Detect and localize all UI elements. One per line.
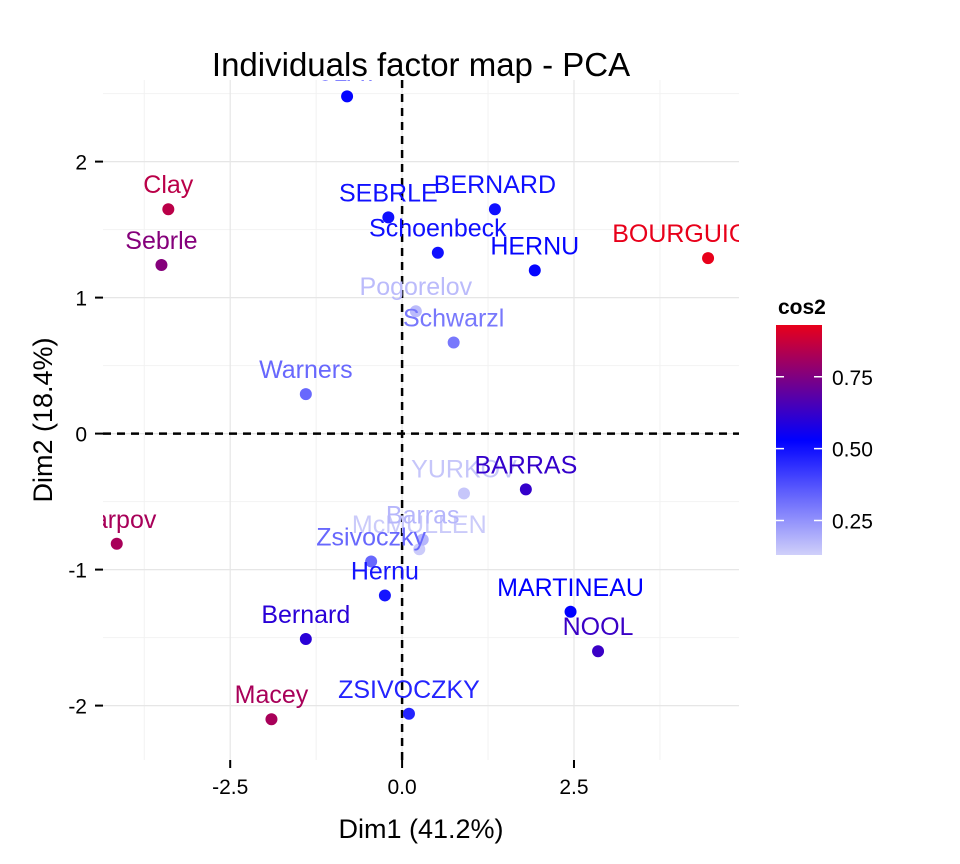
reference-lines <box>103 80 739 760</box>
y-tick-label: -2 <box>68 696 87 719</box>
points <box>110 90 715 726</box>
point-label: HERNU <box>490 232 579 260</box>
point-label: Sebrle <box>125 227 197 255</box>
data-point <box>110 537 123 550</box>
y-tick-label: 2 <box>75 152 87 175</box>
data-point <box>528 264 541 277</box>
data-point <box>299 388 312 401</box>
data-point <box>365 555 378 568</box>
y-tick-label: 0 <box>75 424 87 447</box>
data-point <box>702 252 715 265</box>
point-label: Schoenbeck <box>369 215 507 243</box>
data-point <box>416 533 429 546</box>
data-point <box>155 258 168 271</box>
point-labels: SEBRLE CLAY BERNARD YURKOV ZSIVOCZKY McMULLEN… <box>77 58 804 709</box>
data-point <box>402 707 415 720</box>
point-label: Bernard <box>261 601 350 629</box>
point-label: MARTINEAU <box>497 574 644 602</box>
x-tick-label: -2.5 <box>212 776 248 799</box>
data-point <box>378 589 391 602</box>
y-tick-label: -1 <box>68 560 87 583</box>
point-label: Macey <box>235 681 309 709</box>
y-tick-label: 1 <box>75 288 87 311</box>
data-point <box>413 543 426 556</box>
data-point <box>162 203 175 216</box>
x-tick-label: 0.0 <box>387 776 416 799</box>
x-tick-label: 2.5 <box>559 776 588 799</box>
point-label: Zsivoczky <box>316 523 426 551</box>
axes: -2.5 0.0 2.5 -2 -1 0 1 2 <box>68 152 588 799</box>
point-label: BERNARD <box>434 171 556 199</box>
color-legend: cos2 0.25 0.50 0.75 <box>776 296 873 555</box>
point-label: ZSIVOCZKY <box>338 676 480 704</box>
point-label: NOOL <box>563 613 634 641</box>
point-label: Pogorelov <box>360 273 473 301</box>
data-point <box>265 713 278 726</box>
legend-tick-label: 0.50 <box>832 439 873 462</box>
data-point <box>341 90 354 103</box>
point-label: McMULLEN <box>352 511 487 539</box>
data-point <box>447 336 460 349</box>
point-label: Clay <box>143 171 194 199</box>
legend-colorbar <box>776 325 822 555</box>
point-label: BARRAS <box>474 451 577 479</box>
data-point <box>299 632 312 645</box>
y-axis-title: Dim2 (18.4%) <box>28 337 58 502</box>
data-point <box>592 645 605 658</box>
point-label: Warners <box>259 356 353 384</box>
data-point <box>488 203 501 216</box>
data-point <box>519 483 532 496</box>
data-point <box>457 487 470 500</box>
point-label: YURKOV <box>411 455 517 483</box>
data-point <box>382 211 395 224</box>
data-point <box>409 305 422 318</box>
x-axis-title: Dim1 (41.2%) <box>338 814 503 844</box>
legend-title: cos2 <box>778 296 826 319</box>
point-label: Karpov <box>77 506 157 534</box>
chart-title: Individuals factor map - PCA <box>212 46 630 83</box>
point-label: SEBRLE <box>339 179 438 207</box>
point-label: Barras <box>386 502 460 530</box>
point-label: Schwarzl <box>403 304 504 332</box>
legend-tick-label: 0.25 <box>832 511 873 534</box>
legend-tick-label: 0.75 <box>832 367 873 390</box>
data-point <box>431 246 444 259</box>
point-label: Hernu <box>351 557 419 585</box>
data-point <box>564 605 577 618</box>
point-label: CLAY <box>315 58 379 86</box>
point-label: BOURGUIGNON <box>612 220 804 248</box>
